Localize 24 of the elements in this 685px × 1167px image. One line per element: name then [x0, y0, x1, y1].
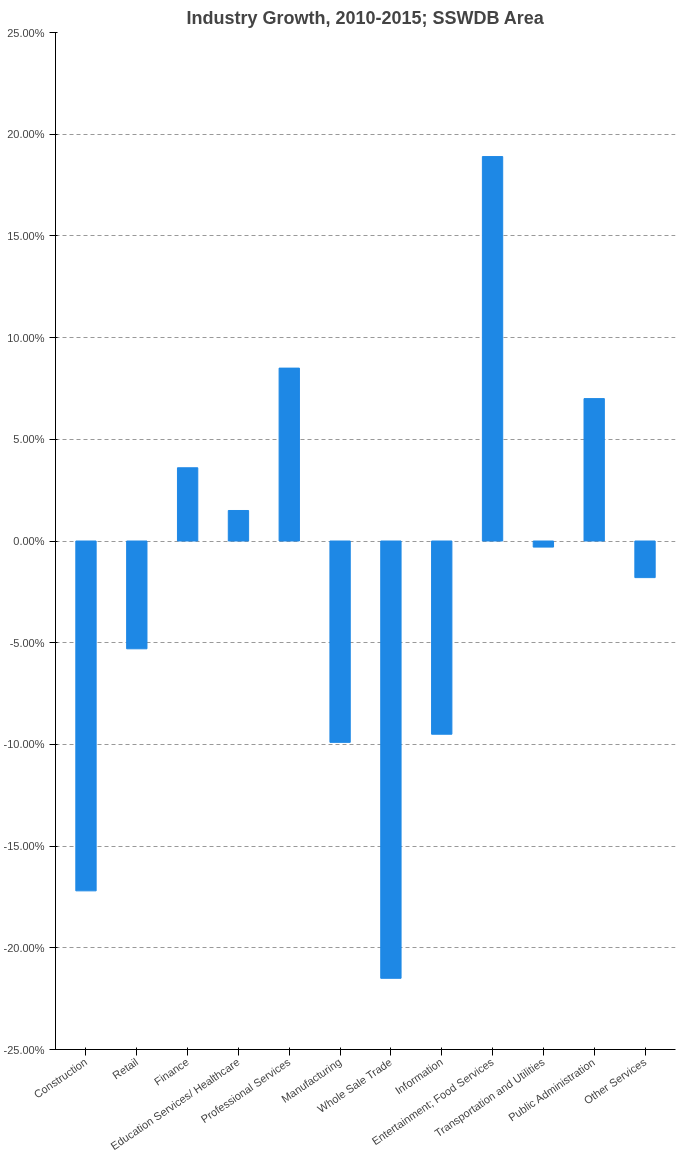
y-tick-label: -15.00%: [3, 840, 45, 853]
bar: [126, 540, 148, 650]
bar: [380, 540, 402, 979]
y-tick-label: 5.00%: [13, 433, 45, 446]
bar: [583, 398, 605, 542]
chart-title: Industry Growth, 2010-2015; SSWDB Area: [186, 7, 545, 28]
y-tick-label: 10.00%: [7, 331, 45, 344]
bar: [532, 540, 555, 548]
y-tick-label: -20.00%: [3, 941, 45, 954]
bar: [634, 540, 656, 579]
y-tick-label: 20.00%: [7, 128, 45, 141]
bar: [329, 540, 351, 743]
y-tick-label: -10.00%: [3, 738, 45, 751]
bar: [176, 467, 199, 542]
bar: [481, 156, 504, 542]
bar: [278, 367, 300, 542]
bar: [431, 540, 453, 735]
y-tick-label: 0.00%: [13, 535, 45, 547]
y-tick-label: -5.00%: [9, 636, 45, 649]
y-tick-label: -25.00%: [3, 1043, 45, 1056]
y-tick-label: 25.00%: [7, 26, 45, 39]
bar: [75, 540, 97, 892]
bar: [227, 509, 250, 542]
y-tick-label: 15.00%: [7, 229, 45, 242]
